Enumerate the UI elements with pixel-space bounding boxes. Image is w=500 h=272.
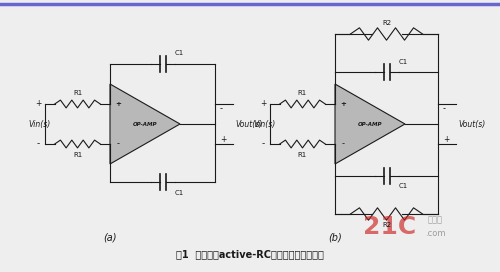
Text: R2: R2 — [382, 222, 391, 228]
Text: C1: C1 — [398, 183, 408, 189]
Text: -: - — [342, 140, 344, 149]
Text: C1: C1 — [174, 50, 184, 56]
Text: R1: R1 — [298, 90, 307, 96]
Polygon shape — [110, 84, 180, 164]
Text: OP-AMP: OP-AMP — [133, 122, 157, 126]
Text: +: + — [443, 134, 450, 144]
Text: R1: R1 — [73, 152, 82, 158]
Text: -: - — [443, 104, 446, 113]
Text: -: - — [220, 104, 223, 113]
Text: -: - — [262, 140, 264, 149]
Text: (a): (a) — [104, 232, 117, 242]
Text: Vout(s): Vout(s) — [458, 119, 485, 128]
Text: (b): (b) — [328, 232, 342, 242]
Text: 电子网: 电子网 — [428, 215, 442, 224]
Text: Vin(s): Vin(s) — [254, 119, 276, 128]
Text: +: + — [115, 101, 121, 107]
Text: R1: R1 — [298, 152, 307, 158]
Text: R2: R2 — [382, 20, 391, 26]
Text: C1: C1 — [398, 59, 408, 65]
Text: 图1  全差分的active-RC积分器和一阶滤波器: 图1 全差分的active-RC积分器和一阶滤波器 — [176, 249, 324, 259]
Text: +: + — [340, 101, 346, 107]
Text: -: - — [36, 140, 40, 149]
Text: OP-AMP: OP-AMP — [358, 122, 382, 126]
Polygon shape — [335, 84, 405, 164]
Text: Vout(s): Vout(s) — [235, 119, 262, 128]
Text: +: + — [35, 100, 41, 109]
Text: 21C: 21C — [364, 215, 416, 239]
Text: +: + — [220, 134, 226, 144]
Text: +: + — [260, 100, 266, 109]
Text: C1: C1 — [174, 190, 184, 196]
Text: Vin(s): Vin(s) — [29, 119, 51, 128]
Text: .com: .com — [425, 230, 446, 239]
Text: R1: R1 — [73, 90, 82, 96]
Text: -: - — [116, 140, 119, 149]
